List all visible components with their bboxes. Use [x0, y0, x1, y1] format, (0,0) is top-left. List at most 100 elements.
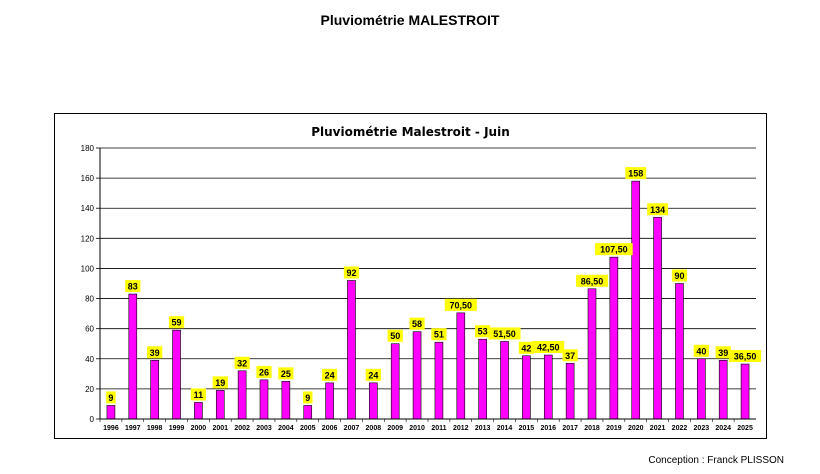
- y-tick-label-20: 20: [85, 385, 94, 394]
- data-label-bg-2003: [256, 365, 272, 378]
- data-label-bg-1998: [147, 346, 163, 359]
- x-tick-label-1996: 1996: [103, 425, 119, 432]
- data-label-1996: 9: [108, 393, 113, 403]
- bar-2020: [631, 180, 641, 420]
- bar-1999: [172, 329, 181, 420]
- data-label-2002: 32: [237, 358, 247, 368]
- bar-2002: [237, 370, 247, 420]
- y-axis: 0 20 40 60 80 100 120 140 160 180: [81, 144, 101, 424]
- bar-2018: [587, 288, 597, 420]
- data-label-bg-2002: [234, 356, 250, 369]
- grid-lines: [100, 147, 756, 420]
- bar-2004: [281, 381, 291, 420]
- x-tick-label-2022: 2022: [672, 425, 688, 432]
- x-tick-label-2017: 2017: [562, 425, 578, 432]
- x-tick-label-2013: 2013: [475, 425, 491, 432]
- x-tick-label-2006: 2006: [322, 425, 338, 432]
- data-label-2013: 53: [478, 327, 488, 337]
- data-label-2009: 50: [390, 331, 400, 341]
- x-axis: 1996 1997 1998 1999 2000 2001 2002 2003 2004 2005…: [99, 418, 756, 432]
- data-label-2023: 40: [696, 346, 706, 356]
- bar-2023: [697, 358, 706, 420]
- y-tick-label-60: 60: [85, 325, 94, 334]
- y-tick-label-40: 40: [85, 355, 94, 364]
- bar-chart: Pluviométrie Malestroit - Juin 0 20 40 60 80…: [81, 125, 762, 432]
- x-tick-label-2007: 2007: [344, 425, 360, 432]
- bar-2000: [194, 402, 203, 420]
- x-tick-label-2025: 2025: [737, 425, 753, 432]
- data-label-2015: 42: [521, 343, 531, 353]
- data-label-bg-2015: [518, 341, 534, 354]
- data-label-2003: 26: [259, 367, 269, 377]
- data-label-2008: 24: [368, 370, 378, 380]
- data-label-bg-2018: [576, 274, 608, 287]
- data-label-1999: 59: [172, 318, 182, 328]
- bar-2006: [325, 382, 334, 420]
- data-label-bg-2006: [322, 368, 338, 381]
- x-tick-label-2009: 2009: [387, 425, 403, 432]
- y-tick-label-100: 100: [81, 264, 95, 273]
- data-label-bg-2007: [343, 266, 360, 279]
- bar-2016: [543, 354, 553, 420]
- y-tick-label-140: 140: [81, 204, 95, 213]
- data-label-bg-2010: [409, 317, 425, 330]
- bar-2008: [369, 382, 378, 420]
- bar-2005: [303, 405, 313, 420]
- bar-2015: [522, 355, 531, 420]
- data-label-2020: 158: [628, 169, 643, 179]
- data-label-2014: 51,50: [493, 329, 516, 339]
- data-label-1998: 39: [150, 348, 160, 358]
- data-label-bg-2024: [715, 346, 731, 359]
- x-tick-label-2015: 2015: [519, 425, 535, 432]
- x-tick-label-2024: 2024: [715, 425, 731, 432]
- data-label-2007: 92: [346, 268, 356, 278]
- y-tick-label-160: 160: [81, 174, 95, 183]
- x-tick-label-2000: 2000: [191, 425, 207, 432]
- data-label-bg-2014: [488, 327, 521, 340]
- y-tick-label-0: 0: [90, 415, 95, 424]
- data-label-bg-2023: [693, 344, 709, 357]
- x-tick-label-2011: 2011: [431, 425, 446, 432]
- x-tick-label-2012: 2012: [453, 425, 469, 432]
- bar-2007: [347, 280, 356, 420]
- bar-2001: [215, 390, 225, 420]
- data-label-2016: 42,50: [537, 343, 560, 353]
- x-tick-label-2018: 2018: [584, 425, 600, 432]
- data-label-1997: 83: [128, 282, 138, 292]
- data-label-bg-1997: [125, 280, 141, 293]
- data-label-2004: 25: [281, 369, 291, 379]
- y-tick-label-180: 180: [81, 144, 95, 153]
- data-label-bg-2001: [212, 376, 228, 389]
- bar-1998: [150, 359, 159, 420]
- data-label-bg-2012: [444, 298, 477, 311]
- data-label-bg-2021: [647, 203, 668, 216]
- x-tick-label-2001: 2001: [212, 425, 228, 432]
- y-tick-label-80: 80: [85, 295, 94, 304]
- bar-2003: [259, 379, 269, 420]
- data-label-2018: 86,50: [581, 276, 604, 286]
- data-label-2017: 37: [565, 351, 575, 361]
- data-label-2001: 19: [215, 378, 225, 388]
- x-tick-label-2002: 2002: [234, 425, 250, 432]
- data-label-bg-2022: [671, 269, 688, 282]
- x-tick-label-1997: 1997: [125, 425, 141, 432]
- x-tick-label-2023: 2023: [694, 425, 710, 432]
- data-label-2000: 11: [194, 390, 204, 400]
- x-tick-label-1998: 1998: [147, 425, 163, 432]
- x-tick-label-2004: 2004: [278, 425, 294, 432]
- data-label-bg-1996: [106, 391, 116, 404]
- data-label-bg-2025: [729, 350, 762, 363]
- data-label-2025: 36,50: [734, 352, 757, 362]
- bar-2012: [456, 312, 466, 420]
- x-tick-label-2008: 2008: [366, 425, 382, 432]
- chart-title: Pluviométrie Malestroit - Juin: [311, 125, 510, 139]
- data-label-bg-2020: [625, 167, 647, 180]
- data-label-2012: 70,50: [450, 300, 473, 310]
- data-label-2010: 58: [412, 319, 422, 329]
- data-label-bg-2009: [387, 329, 403, 342]
- bar-1997: [128, 293, 138, 420]
- bar-2017: [565, 362, 575, 420]
- data-label-2006: 24: [325, 370, 335, 380]
- chart-frame: Pluviométrie Malestroit - Juin 0 20 40 60 80…: [54, 113, 767, 439]
- data-label-bg-2005: [302, 391, 313, 404]
